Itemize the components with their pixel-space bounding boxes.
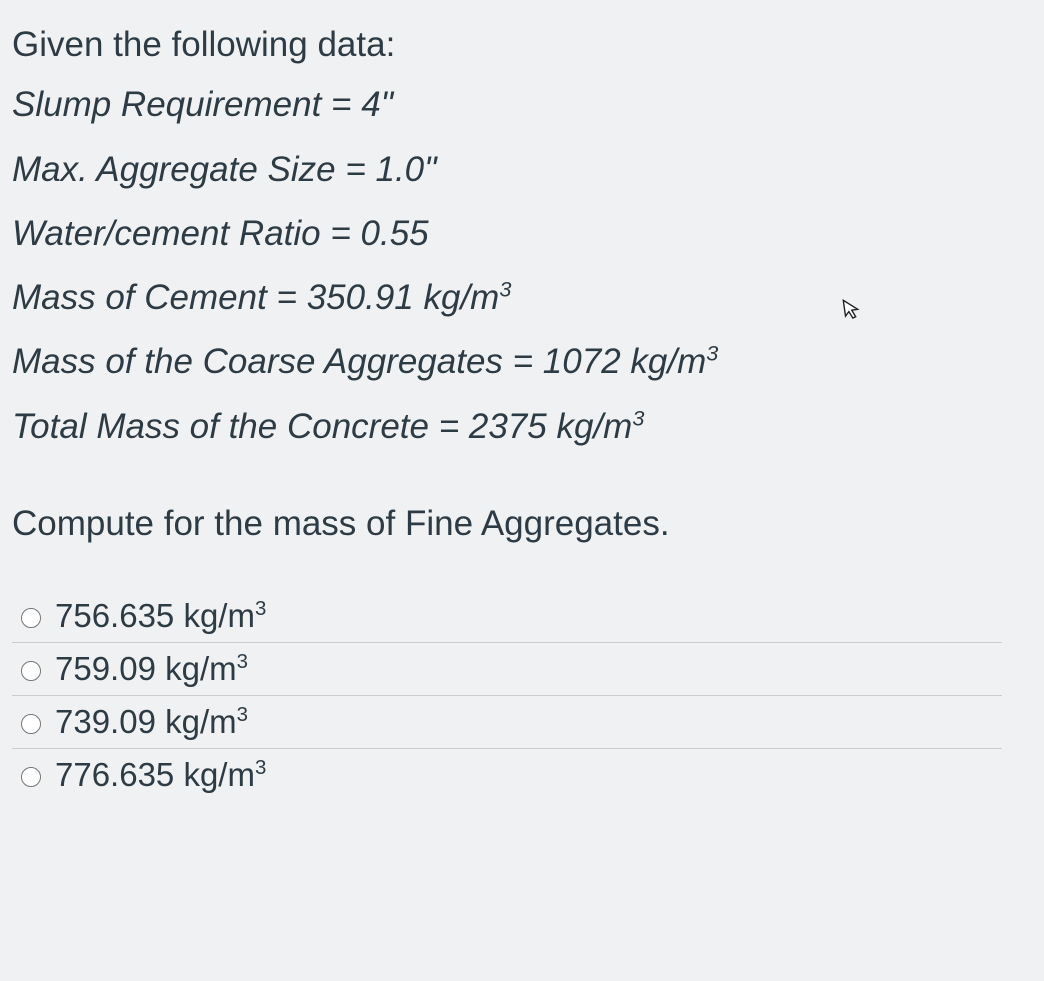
option-radio[interactable] [21, 714, 41, 734]
option-row[interactable]: 739.09 kg/m3 [12, 696, 1002, 749]
option-radio[interactable] [21, 608, 41, 628]
option-row[interactable]: 756.635 kg/m3 [12, 590, 1002, 643]
data-label: Water/cement Ratio = [12, 214, 361, 253]
option-label[interactable]: 776.635 kg/m3 [55, 756, 266, 794]
exponent: 3 [255, 756, 266, 779]
data-label: Slump Requirement = [12, 85, 361, 124]
exponent: 3 [255, 597, 266, 620]
exponent: 3 [499, 276, 511, 301]
exponent: 3 [632, 405, 644, 430]
data-label: Total Mass of the Concrete = [12, 407, 469, 446]
data-cement: Mass of Cement = 350.91 kg/m3 [12, 271, 1034, 325]
exponent: 3 [706, 341, 718, 366]
data-label: Mass of the Coarse Aggregates = [12, 342, 543, 381]
intro-text: Given the following data: [12, 18, 1034, 72]
data-value: 0.55 [361, 214, 429, 253]
data-value: 1.0" [375, 150, 436, 189]
option-value: 756.635 kg/m [55, 597, 255, 634]
exponent: 3 [237, 650, 248, 673]
option-radio[interactable] [21, 661, 41, 681]
exponent: 3 [237, 703, 248, 726]
data-value: 2375 kg/m [469, 407, 632, 446]
options-list: 756.635 kg/m3 759.09 kg/m3 739.09 kg/m3 … [12, 590, 1002, 801]
data-slump: Slump Requirement = 4" [12, 78, 1034, 132]
option-label[interactable]: 739.09 kg/m3 [55, 703, 248, 741]
option-value: 776.635 kg/m [55, 756, 255, 793]
option-row[interactable]: 776.635 kg/m3 [12, 749, 1002, 801]
cursor-icon [842, 297, 864, 327]
option-label[interactable]: 756.635 kg/m3 [55, 597, 266, 635]
option-value: 759.09 kg/m [55, 650, 237, 687]
data-wcr: Water/cement Ratio = 0.55 [12, 207, 1034, 261]
data-label: Mass of Cement = [12, 278, 307, 317]
data-coarse: Mass of the Coarse Aggregates = 1072 kg/… [12, 335, 1034, 389]
option-value: 739.09 kg/m [55, 703, 237, 740]
data-value: 4" [361, 85, 393, 124]
data-aggregate-size: Max. Aggregate Size = 1.0" [12, 143, 1034, 197]
option-label[interactable]: 759.09 kg/m3 [55, 650, 248, 688]
data-total: Total Mass of the Concrete = 2375 kg/m3 [12, 400, 1034, 454]
question-page: Given the following data: Slump Requirem… [0, 0, 1044, 981]
data-value: 350.91 kg/m [307, 278, 500, 317]
question-text: Compute for the mass of Fine Aggregates. [12, 498, 1034, 551]
option-radio[interactable] [21, 767, 41, 787]
data-label: Max. Aggregate Size = [12, 150, 375, 189]
option-row[interactable]: 759.09 kg/m3 [12, 643, 1002, 696]
data-value: 1072 kg/m [543, 342, 706, 381]
